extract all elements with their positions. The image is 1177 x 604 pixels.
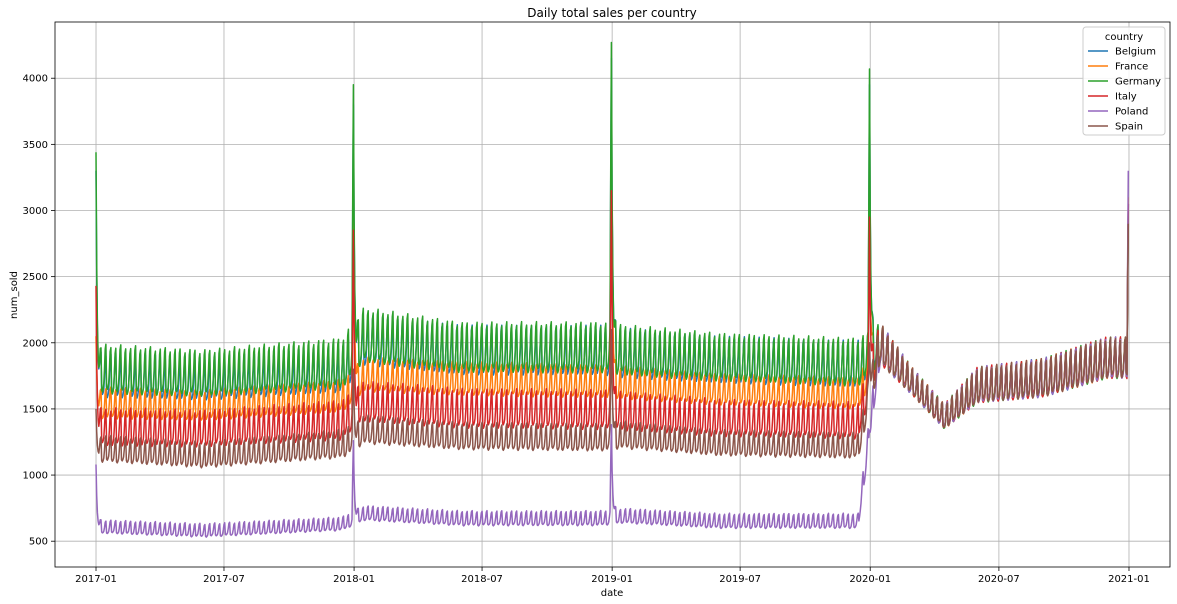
y-tick-label: 2500 xyxy=(23,272,48,283)
legend-box xyxy=(1082,26,1166,136)
legend-label-spain: Spain xyxy=(1115,122,1143,133)
x-axis-label: date xyxy=(601,588,624,599)
x-tick-label: 2017-01 xyxy=(75,574,117,585)
y-tick-label: 2000 xyxy=(23,338,48,349)
x-tick-label: 2020-01 xyxy=(849,574,891,585)
series-line-spain xyxy=(95,223,1130,469)
legend: country Belgium France Germany Italy Poland S… xyxy=(1082,26,1166,136)
legend-label-italy: Italy xyxy=(1115,92,1137,103)
y-tick-label: 3000 xyxy=(23,206,48,217)
x-tick-label: 2021-01 xyxy=(1108,574,1150,585)
chart-title: Daily total sales per country xyxy=(527,6,696,20)
y-tick-label: 1500 xyxy=(23,404,48,415)
series-lines xyxy=(95,41,1130,538)
legend-title: country xyxy=(1105,32,1143,43)
legend-label-belgium: Belgium xyxy=(1115,47,1156,58)
x-tick-label: 2019-07 xyxy=(719,574,761,585)
y-axis-label: num_sold xyxy=(9,271,20,319)
y-axis-ticks: 500 1000 1500 2000 2500 3000 3500 4000 xyxy=(23,74,55,548)
x-tick-label: 2019-01 xyxy=(591,574,633,585)
legend-label-poland: Poland xyxy=(1115,107,1148,118)
y-tick-label: 500 xyxy=(29,537,48,548)
x-tick-label: 2020-07 xyxy=(978,574,1020,585)
x-tick-label: 2017-07 xyxy=(203,574,245,585)
y-tick-label: 3500 xyxy=(23,140,48,151)
legend-label-france: France xyxy=(1115,62,1148,73)
y-tick-label: 1000 xyxy=(23,471,48,482)
legend-label-germany: Germany xyxy=(1115,77,1161,88)
x-axis-ticks: 2017-01 2017-07 2018-01 2018-07 2019-01 2019-… xyxy=(75,567,1150,585)
x-tick-label: 2018-01 xyxy=(333,574,375,585)
y-tick-label: 4000 xyxy=(23,74,48,85)
x-tick-label: 2018-07 xyxy=(461,574,503,585)
